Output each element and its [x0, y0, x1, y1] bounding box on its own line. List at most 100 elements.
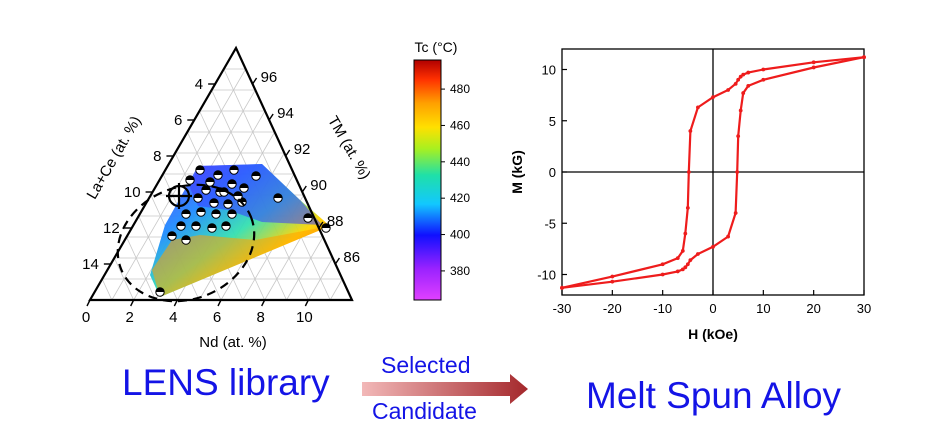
bottom-tick-label: 0	[82, 309, 90, 326]
data-point	[696, 105, 700, 110]
data-point	[761, 77, 766, 82]
x-tick-label: -20	[603, 301, 622, 316]
left-tick-label: 12	[103, 220, 120, 237]
composition-marker	[229, 165, 239, 175]
data-point	[680, 267, 685, 272]
left-tick-label: 4	[195, 76, 203, 93]
composition-marker	[251, 171, 261, 181]
tc-colorbar: Tc (°C) 380 400 420 440 460 480	[413, 39, 470, 301]
data-point	[735, 170, 740, 174]
data-point	[660, 272, 665, 277]
right-tick-label: 88	[327, 213, 344, 230]
right-tick-label: 96	[261, 69, 278, 86]
data-point	[680, 249, 685, 253]
ternary-grid-line	[286, 236, 324, 301]
ternary-grid-line	[113, 257, 135, 301]
bottom-tick-mark	[304, 299, 309, 307]
bottom-axis-title: Nd (at. %)	[199, 334, 267, 351]
right-tick-mark	[251, 77, 258, 85]
data-point	[746, 70, 751, 75]
data-point	[683, 265, 688, 270]
lens-library-caption: LENS library	[122, 362, 330, 403]
bottom-tick-mark	[261, 299, 266, 307]
y-tick-label: -5	[544, 216, 556, 231]
right-tick-mark	[334, 257, 341, 265]
melt-spun-alloy-caption: Melt Spun Alloy	[586, 375, 842, 416]
composition-marker	[195, 165, 205, 175]
hysteresis-loop	[560, 55, 866, 290]
arrow-shape	[362, 374, 528, 404]
composition-marker	[181, 235, 191, 245]
data-point	[688, 258, 693, 263]
x-axis-title: H (kOe)	[688, 326, 738, 342]
composition-marker	[201, 185, 211, 195]
selected-caption: Selected	[381, 352, 471, 378]
composition-marker	[193, 193, 203, 203]
data-point	[736, 77, 741, 82]
x-tick-label: -30	[553, 301, 572, 316]
bottom-tick-mark	[217, 299, 222, 307]
composition-marker	[227, 209, 237, 219]
x-tick-label: 30	[857, 301, 871, 316]
composition-marker	[303, 213, 313, 223]
composition-marker	[167, 231, 177, 241]
composition-marker	[273, 193, 283, 203]
colorbar-tick-label: 400	[450, 228, 470, 242]
x-tick-label: 0	[709, 301, 716, 316]
data-point	[675, 256, 680, 260]
composition-marker	[219, 187, 229, 197]
composition-marker	[181, 209, 191, 219]
data-point	[811, 65, 816, 70]
highlight-dashed-ellipse	[116, 183, 256, 303]
data-point	[660, 262, 665, 267]
data-point	[696, 252, 700, 256]
data-point	[688, 129, 693, 133]
y-tick-label: -10	[537, 268, 556, 283]
composition-marker	[239, 183, 249, 193]
right-tick-mark	[318, 221, 324, 229]
colorbar-ticks: 380 400 420 440 460 480	[441, 82, 470, 278]
right-axis-title: TM (at. %)	[324, 113, 374, 182]
data-point	[685, 205, 690, 210]
colorbar-tick-label: 380	[450, 264, 470, 278]
data-point	[741, 91, 746, 95]
data-point	[761, 67, 766, 72]
left-tick-label: 14	[82, 256, 99, 273]
y-axis-title: M (kG)	[509, 150, 525, 194]
ternary-grid-line	[126, 236, 156, 301]
tc-colormap-blue-overlay	[190, 164, 322, 225]
crosshair-marker	[166, 183, 192, 209]
data-point	[862, 55, 866, 60]
data-point	[746, 84, 751, 88]
x-tick-label: 10	[756, 301, 770, 316]
data-point	[733, 81, 738, 86]
bottom-tick-label: 4	[169, 309, 177, 326]
right-tick-label: 92	[294, 141, 311, 158]
composition-marker	[196, 207, 206, 217]
composition-marker	[191, 221, 201, 231]
right-tick-label: 90	[310, 177, 327, 194]
data-point	[738, 74, 743, 79]
data-point	[610, 274, 615, 279]
right-tick-label: 86	[343, 249, 360, 266]
data-point	[675, 269, 680, 274]
composition-marker	[176, 221, 186, 231]
composition-marker	[227, 179, 237, 189]
x-tick-label: -10	[653, 301, 672, 316]
candidate-caption: Candidate	[372, 398, 477, 424]
composition-marker	[211, 209, 221, 219]
ternary-grid-line	[329, 278, 343, 301]
composition-marker	[207, 223, 217, 233]
composition-marker	[213, 170, 223, 180]
colorbar-tick-label: 480	[450, 82, 470, 96]
composition-marker	[155, 287, 165, 297]
left-tick-label: 10	[124, 184, 141, 201]
data-point	[610, 279, 615, 284]
bottom-tick-label: 2	[125, 309, 133, 326]
bottom-tick-mark	[130, 299, 135, 307]
colorbar-gradient	[413, 59, 442, 301]
tc-colormap-warm-overlay	[152, 226, 330, 297]
right-tick-mark	[285, 149, 291, 157]
